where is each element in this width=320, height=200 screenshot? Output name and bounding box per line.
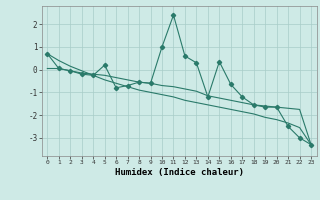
X-axis label: Humidex (Indice chaleur): Humidex (Indice chaleur)	[115, 168, 244, 177]
